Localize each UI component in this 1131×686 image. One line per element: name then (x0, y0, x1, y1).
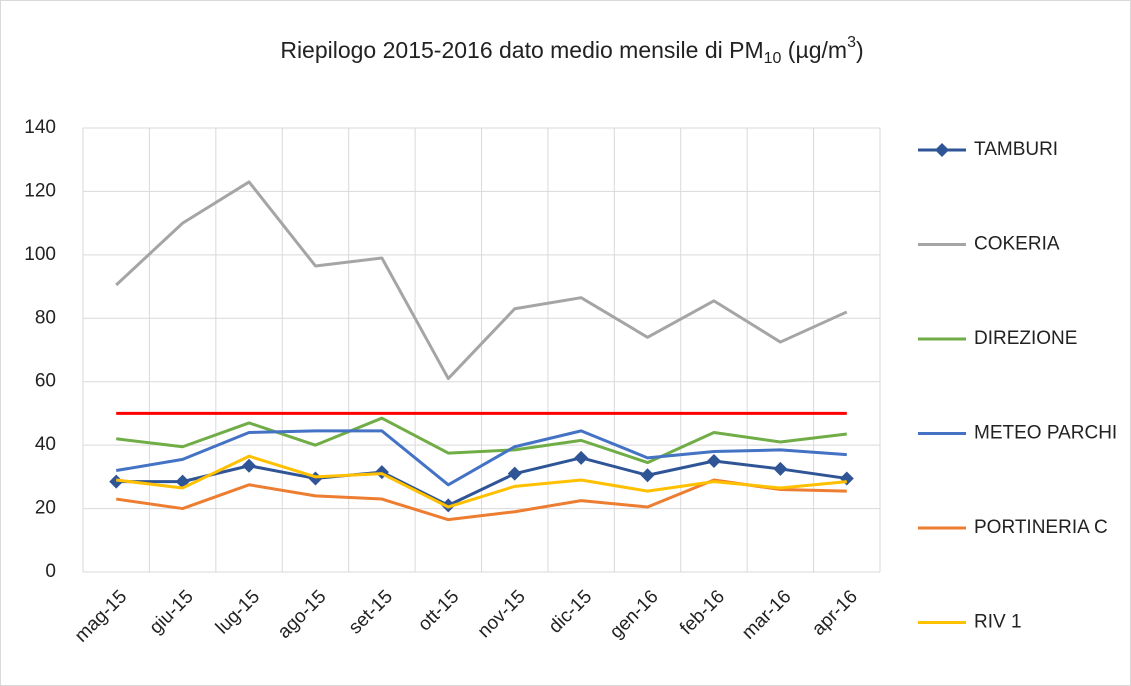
y-tick-label: 60 (35, 371, 56, 392)
series-marker (574, 450, 589, 465)
title-text: (µg/m (781, 37, 847, 63)
y-tick-label: 20 (35, 498, 56, 519)
legend-label: RIV 1 (974, 612, 1022, 633)
chart-title: Riepilogo 2015-2016 dato medio mensile d… (280, 34, 863, 67)
series-marker (507, 466, 522, 481)
series-line (115, 180, 848, 381)
legend-label: PORTINERIA C (974, 517, 1108, 538)
series-marker (706, 454, 721, 468)
title-text: Riepilogo 2015-2016 dato medio mensile d… (280, 37, 763, 63)
series-marker (109, 474, 124, 489)
legend-label: METEO PARCHI (974, 423, 1117, 444)
y-tick-label: 0 (45, 561, 56, 582)
y-tick-label: 100 (24, 244, 56, 265)
title-text: ) (856, 37, 864, 63)
y-tick-label: 140 (24, 117, 56, 138)
series-marker (773, 461, 788, 476)
series-marker (242, 458, 257, 473)
y-tick-label: 120 (24, 180, 56, 201)
series-marker (640, 468, 655, 483)
series-line (115, 429, 847, 487)
legend-label: TAMBURI (974, 139, 1058, 160)
legend-label: DIREZIONE (974, 328, 1077, 349)
legend-label: COKERIA (974, 234, 1060, 255)
series-line (116, 454, 847, 509)
series-line (116, 456, 848, 507)
legend-marker (935, 143, 949, 157)
title-superscript: 3 (847, 34, 856, 51)
y-tick-label: 80 (35, 307, 56, 328)
title-subscript: 10 (764, 50, 782, 67)
series-line (116, 416, 847, 465)
y-tick-label: 40 (35, 434, 56, 455)
